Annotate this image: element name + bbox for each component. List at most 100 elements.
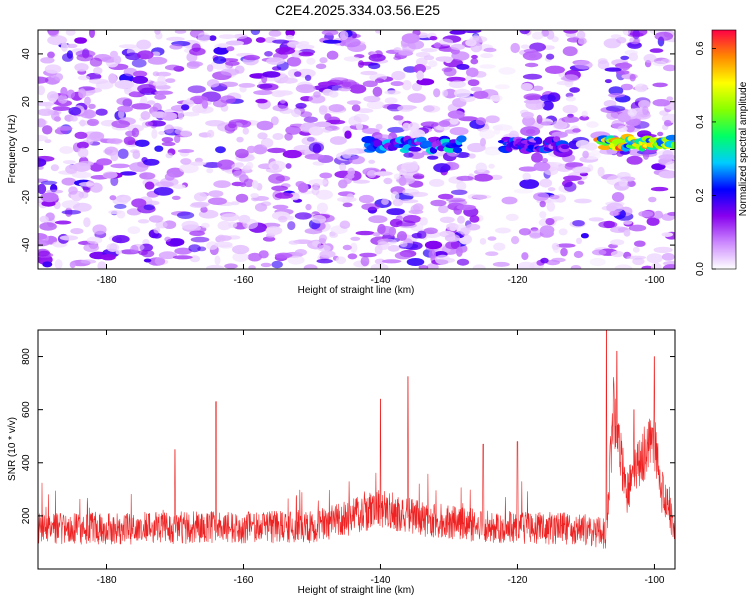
- spectrogram-cell: [661, 253, 675, 261]
- spectrogram-cell: [473, 173, 494, 182]
- spectrogram-cell: [347, 253, 358, 260]
- spectrogram-cell: [274, 252, 293, 259]
- spectrogram-cell: [100, 254, 116, 261]
- spectrogram-y-axis: -40 -20 0 20 40: [21, 48, 675, 252]
- spectrogram-cell: [510, 236, 520, 245]
- spectrogram-cell: [193, 192, 208, 202]
- spectrogram-cell: [181, 104, 190, 111]
- spectrogram-cell: [412, 175, 425, 180]
- spectrogram-cell: [396, 231, 408, 241]
- spectrogram-cell: [71, 171, 92, 179]
- spectrogram-cell: [174, 135, 181, 143]
- spectrogram-cell: [131, 198, 147, 208]
- spectrogram-cell: [60, 86, 68, 97]
- spectrogram-cell: [479, 129, 495, 140]
- spectrogram-cell: [306, 57, 316, 65]
- spectrogram-cell: [388, 226, 397, 236]
- spectrogram-cell: [361, 203, 380, 211]
- spectrogram-cell: [154, 90, 173, 95]
- spectrogram-cell: [137, 84, 156, 94]
- spectrogram-cell: [653, 210, 664, 219]
- spectrogram-cell: [483, 47, 497, 53]
- spectrogram-cell: [356, 108, 374, 114]
- spectrogram-cell: [95, 108, 108, 116]
- spectrogram-cell: [154, 30, 161, 35]
- spectrogram-cell: [433, 88, 441, 98]
- spectrogram-cell: [540, 225, 555, 235]
- spectrogram-cell: [649, 48, 664, 53]
- spectrogram-cell: [520, 126, 541, 137]
- spectrogram-cell: [456, 227, 471, 234]
- spectrogram-cell: [182, 111, 200, 117]
- spectrogram-cell: [522, 172, 531, 181]
- spectrogram-cell: [603, 100, 617, 108]
- spectrogram-cell: [158, 131, 166, 135]
- spectrogram-cell: [145, 200, 160, 206]
- spectrogram-cell: [76, 141, 89, 149]
- spectrogram-signal-cell: [408, 146, 422, 152]
- spectrogram-cell: [348, 116, 362, 127]
- spectrogram-cell: [155, 71, 172, 77]
- spectrogram-cell: [426, 263, 439, 269]
- spectrogram-cell: [360, 256, 370, 267]
- spectrogram-cell: [47, 51, 55, 59]
- spectrogram-cell: [78, 75, 90, 81]
- spectrogram-cell: [206, 264, 225, 269]
- spectrogram-cell: [456, 63, 470, 70]
- spectrogram-signal-cell: [670, 141, 675, 149]
- spectrogram-cell: [606, 202, 624, 213]
- spectrogram-cell: [401, 33, 420, 44]
- spectrogram-cell: [615, 70, 630, 75]
- spectrogram-cell: [397, 105, 414, 112]
- spectrogram-cell: [153, 227, 161, 234]
- spectrogram-cell: [610, 250, 624, 258]
- spectrogram-cell: [140, 111, 151, 120]
- spectrogram-cell: [416, 230, 427, 239]
- spectrogram-cell: [113, 55, 122, 64]
- spectrogram-cell: [177, 211, 195, 219]
- spectrogram-signal-cell: [597, 144, 612, 150]
- spectrogram-cell: [456, 246, 463, 257]
- spectrogram-cell: [403, 66, 418, 73]
- spectrogram-cell: [438, 193, 454, 200]
- spectrogram-cell: [246, 145, 256, 154]
- spectrogram-cell: [413, 63, 426, 74]
- spectrogram-cell: [256, 83, 273, 89]
- spectrogram-cell: [539, 178, 553, 188]
- spectrogram-cell: [542, 100, 554, 111]
- spectrogram-cell: [40, 57, 55, 64]
- spectrogram-cell: [531, 31, 544, 40]
- spectrogram-cell: [304, 74, 312, 81]
- spectrogram-cell: [63, 160, 76, 165]
- spectrogram-cell: [143, 204, 155, 211]
- spectrogram-cell: [38, 118, 46, 128]
- spectrogram-cell: [308, 142, 324, 153]
- colorbar-tick-label: 0.6: [695, 41, 706, 55]
- spectrogram-cell: [608, 86, 624, 96]
- spectrogram-cell: [274, 192, 294, 199]
- spectrogram-cell: [611, 192, 625, 202]
- snr-y-axis: 200 400 600 800: [21, 348, 675, 524]
- spectrogram-cell: [652, 60, 667, 67]
- spectrogram-cell: [575, 139, 590, 149]
- spectrogram-cell: [102, 171, 118, 179]
- spectrogram-cell: [391, 191, 400, 202]
- spectrogram-cell: [450, 43, 466, 51]
- spectrogram-cell: [657, 131, 664, 137]
- spectrogram-cell: [558, 228, 568, 236]
- spectrogram-cell: [408, 191, 429, 197]
- spectrogram-cell: [628, 224, 647, 232]
- spectrogram-cell: [471, 194, 492, 200]
- spectrogram-cell: [485, 115, 500, 124]
- spectrogram-cell: [495, 84, 510, 90]
- snr-x-label: Height of straight line (km): [298, 585, 415, 596]
- spectrogram-cell: [235, 193, 249, 203]
- spectrogram-cell: [551, 242, 560, 251]
- spectrogram-cell: [667, 211, 675, 216]
- spectrogram-cell: [77, 147, 89, 158]
- snr-y-label: SNR (10 * v/v): [7, 417, 18, 481]
- spectrogram-cell: [287, 255, 305, 265]
- colorbar-frame: [711, 29, 737, 270]
- spectrogram-x-tick-label: -180: [96, 275, 116, 286]
- spectrogram-cell: [479, 238, 487, 245]
